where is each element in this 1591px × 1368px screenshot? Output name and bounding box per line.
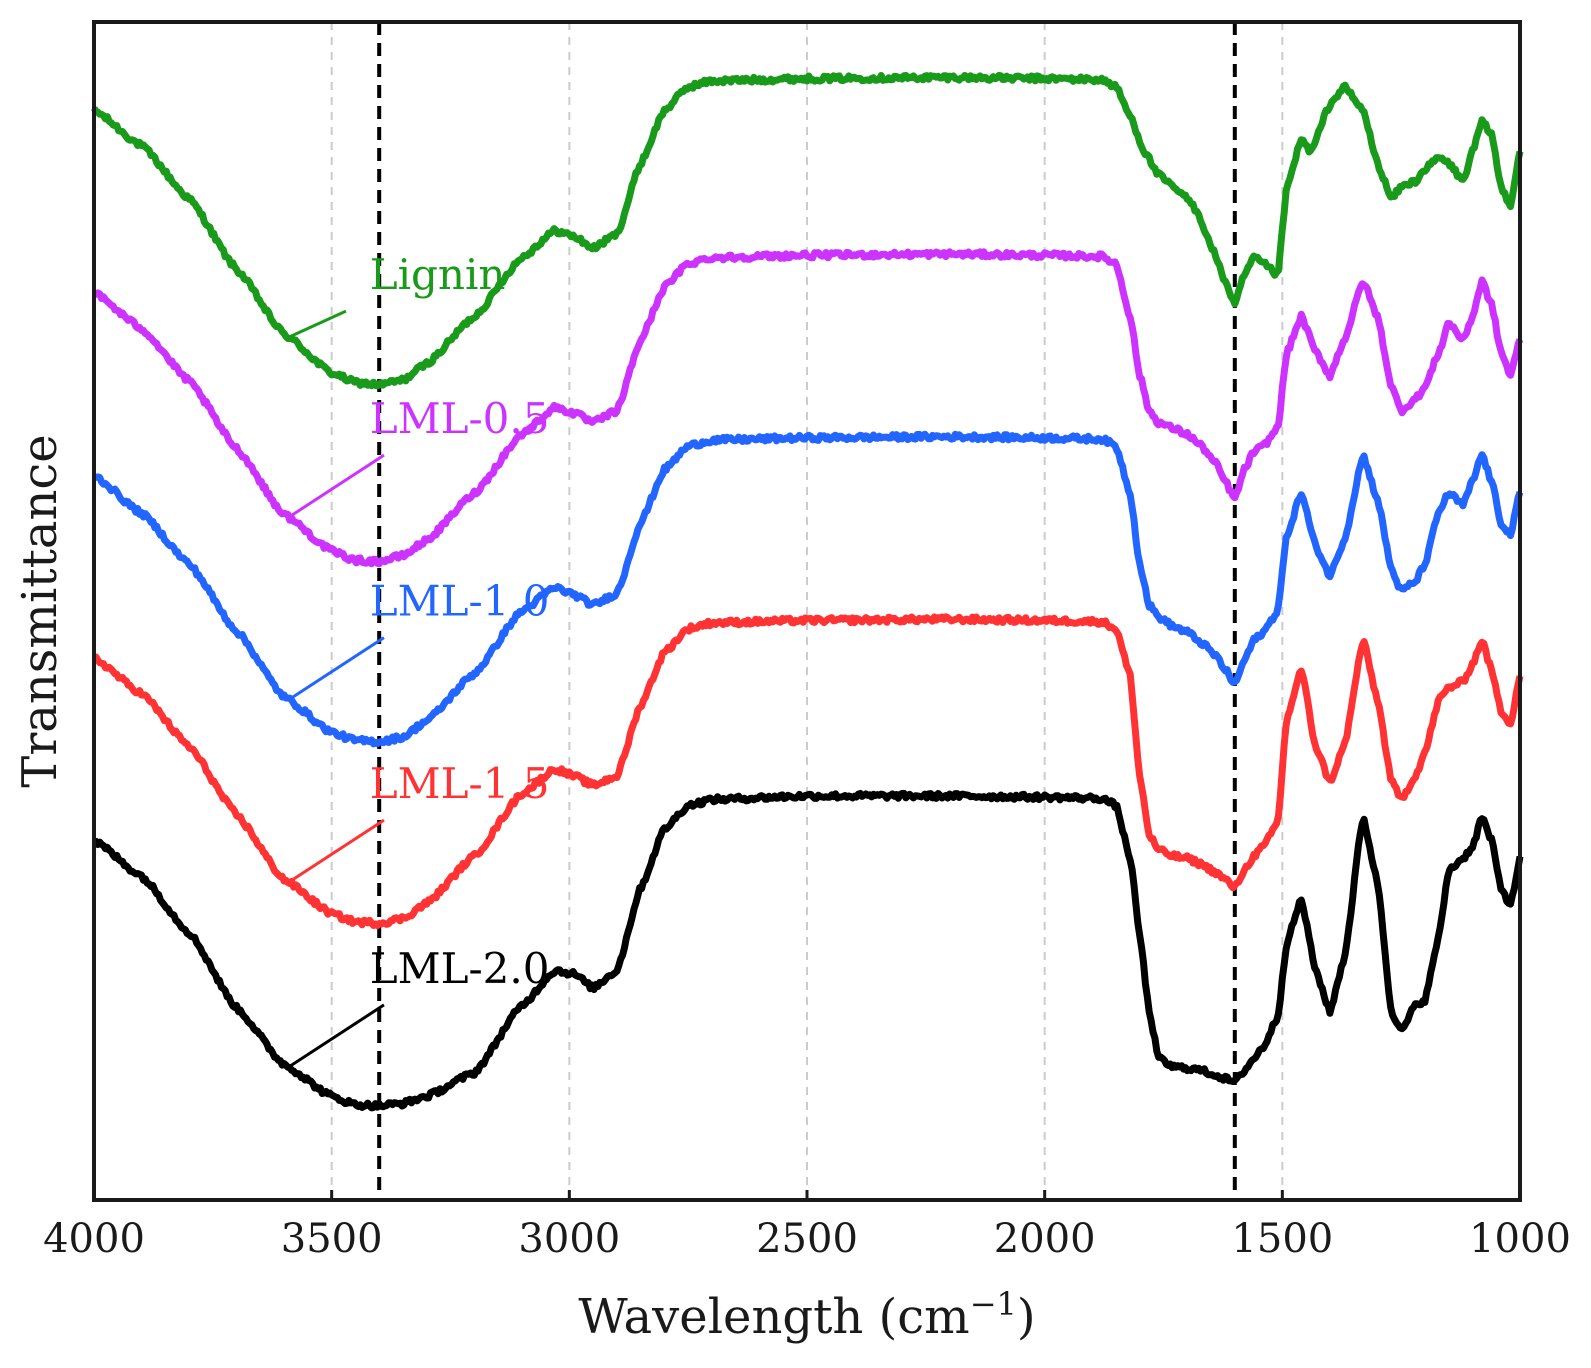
- x-tick-label-3000: 3000: [518, 1216, 620, 1262]
- x-tick-label-3500: 3500: [281, 1216, 383, 1262]
- x-axis-title: Wavelength (cm−1): [578, 1285, 1035, 1345]
- series-label-lml-0-5: LML-0.5: [370, 394, 550, 443]
- leader-line-lignin: [288, 309, 347, 339]
- reference-lines: [377, 22, 1237, 1200]
- x-axis-ticks: 4000 3500 3000 2500 2000 1500 1000: [43, 1190, 1571, 1262]
- series-label-lml-1-0: LML-1.0: [370, 577, 550, 626]
- x-tick-label-2500: 2500: [756, 1216, 858, 1262]
- leader-line-lml-1-5: [288, 818, 385, 884]
- series-label-lml-1-5: LML-1.5: [370, 759, 550, 808]
- series-label-lignin: Lignin: [370, 250, 506, 299]
- leader-line-lml-0-5: [288, 453, 385, 519]
- series-layer: [90, 71, 1524, 1112]
- series-line-lignin: [90, 71, 1524, 390]
- series-label-lml-2-0: LML-2.0: [370, 944, 550, 993]
- x-tick-label-1500: 1500: [1231, 1216, 1333, 1262]
- x-gridlines: [330, 22, 1284, 1200]
- leader-line-lml-2-0: [288, 1003, 385, 1069]
- x-tick-label-4000: 4000: [43, 1216, 145, 1262]
- y-axis-title: Transmittance: [12, 434, 68, 787]
- series-line-lml-2-0: [92, 789, 1524, 1112]
- x-tick-label-1000: 1000: [1469, 1216, 1571, 1262]
- x-tick-label-2000: 2000: [994, 1216, 1096, 1262]
- series-line-lml-0-5: [91, 248, 1524, 568]
- series-labels: Lignin LML-0.5 LML-1.0 LML-1.5 LML-2.0: [288, 250, 550, 1069]
- series-line-lml-1-5: [92, 613, 1524, 930]
- series-line-lml-1-0: [92, 430, 1524, 748]
- leader-line-lml-1-0: [288, 636, 385, 701]
